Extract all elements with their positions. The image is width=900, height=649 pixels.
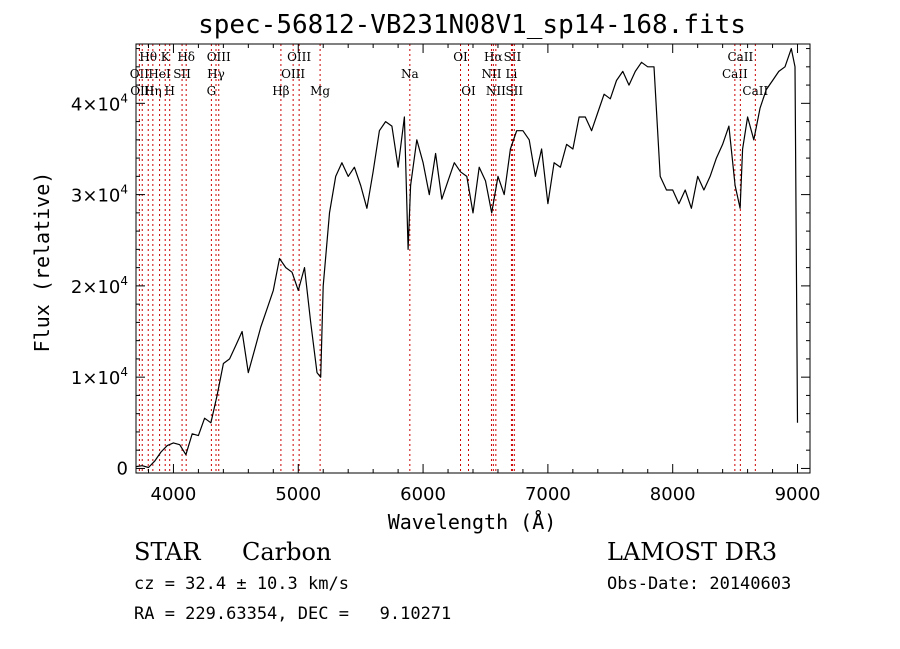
y-axis-label: Flux (relative) [30,172,54,353]
spectral-line-label: Li [506,67,518,81]
x-tick-label: 4000 [151,484,197,505]
y-tick-label: 4×104 [71,91,128,115]
spectral-line-label: OII [130,67,150,81]
spectral-line-label: Hθ [139,50,157,64]
spectral-line-label: Hγ [207,67,225,81]
spectral-line-label: H [164,84,174,98]
x-tick-label: 7000 [525,484,571,505]
redshift-velocity: cz = 32.4 ± 10.3 km/s [134,574,349,594]
spectral-line-label: SII [504,50,522,64]
spectral-line-label: G [207,84,217,98]
spectral-line-label: Hη [144,84,162,98]
spectrum-line [135,48,799,469]
y-tick-label: 1×104 [71,365,128,389]
x-tick-label: 5000 [275,484,321,505]
x-tick-label: 9000 [775,484,821,505]
spectral-line-label: SII [173,67,191,81]
y-tick-label: 3×104 [71,183,128,207]
spectral-line-label: OIII [281,67,305,81]
y-tick-label: 0 [117,458,128,479]
coordinates: RA = 229.63354, DEC = 9.10271 [134,604,452,624]
spectral-line-label: OIII [287,50,311,64]
spectral-line-label: SII [505,84,523,98]
observation-date: Obs-Date: 20140603 [607,574,792,594]
spectral-line-label: Hβ [272,84,289,98]
x-tick-label: 6000 [400,484,446,505]
spectral-line-label: Hδ [177,50,195,64]
spectral-line-label: Mg [310,84,330,98]
object-subclass: Carbon [242,538,332,566]
spectral-line-label: K [161,50,171,64]
spectral-line-label: CaII [742,84,768,98]
spectral-line-label: Na [401,67,419,81]
spectral-line-label: CaII [727,50,753,64]
spectral-line-label: CaII [722,67,748,81]
spectral-line-label: OIII [207,50,231,64]
spectral-line-label: HeI [148,67,171,81]
survey-name: LAMOST DR3 [607,538,778,566]
spectral-line-label: NII [481,67,501,81]
y-tick-label: 2×104 [71,274,128,298]
spectral-line-label: Hα [484,50,503,64]
spectral-line-label: OI [453,50,468,64]
chart-title: spec-56812-VB231N08V1_sp14-168.fits [198,10,746,40]
plot-area: OIIOIIIHθHηHeIKHSIIHδGHγOIIIHβOIIIOIIIMg… [71,43,821,505]
x-axis-label: Wavelength (Å) [388,510,557,534]
object-class: STAR [134,538,201,566]
spectral-line-label: NII [486,84,506,98]
spectral-line-label: OI [461,84,476,98]
plot-frame [135,43,811,474]
x-tick-label: 8000 [650,484,696,505]
